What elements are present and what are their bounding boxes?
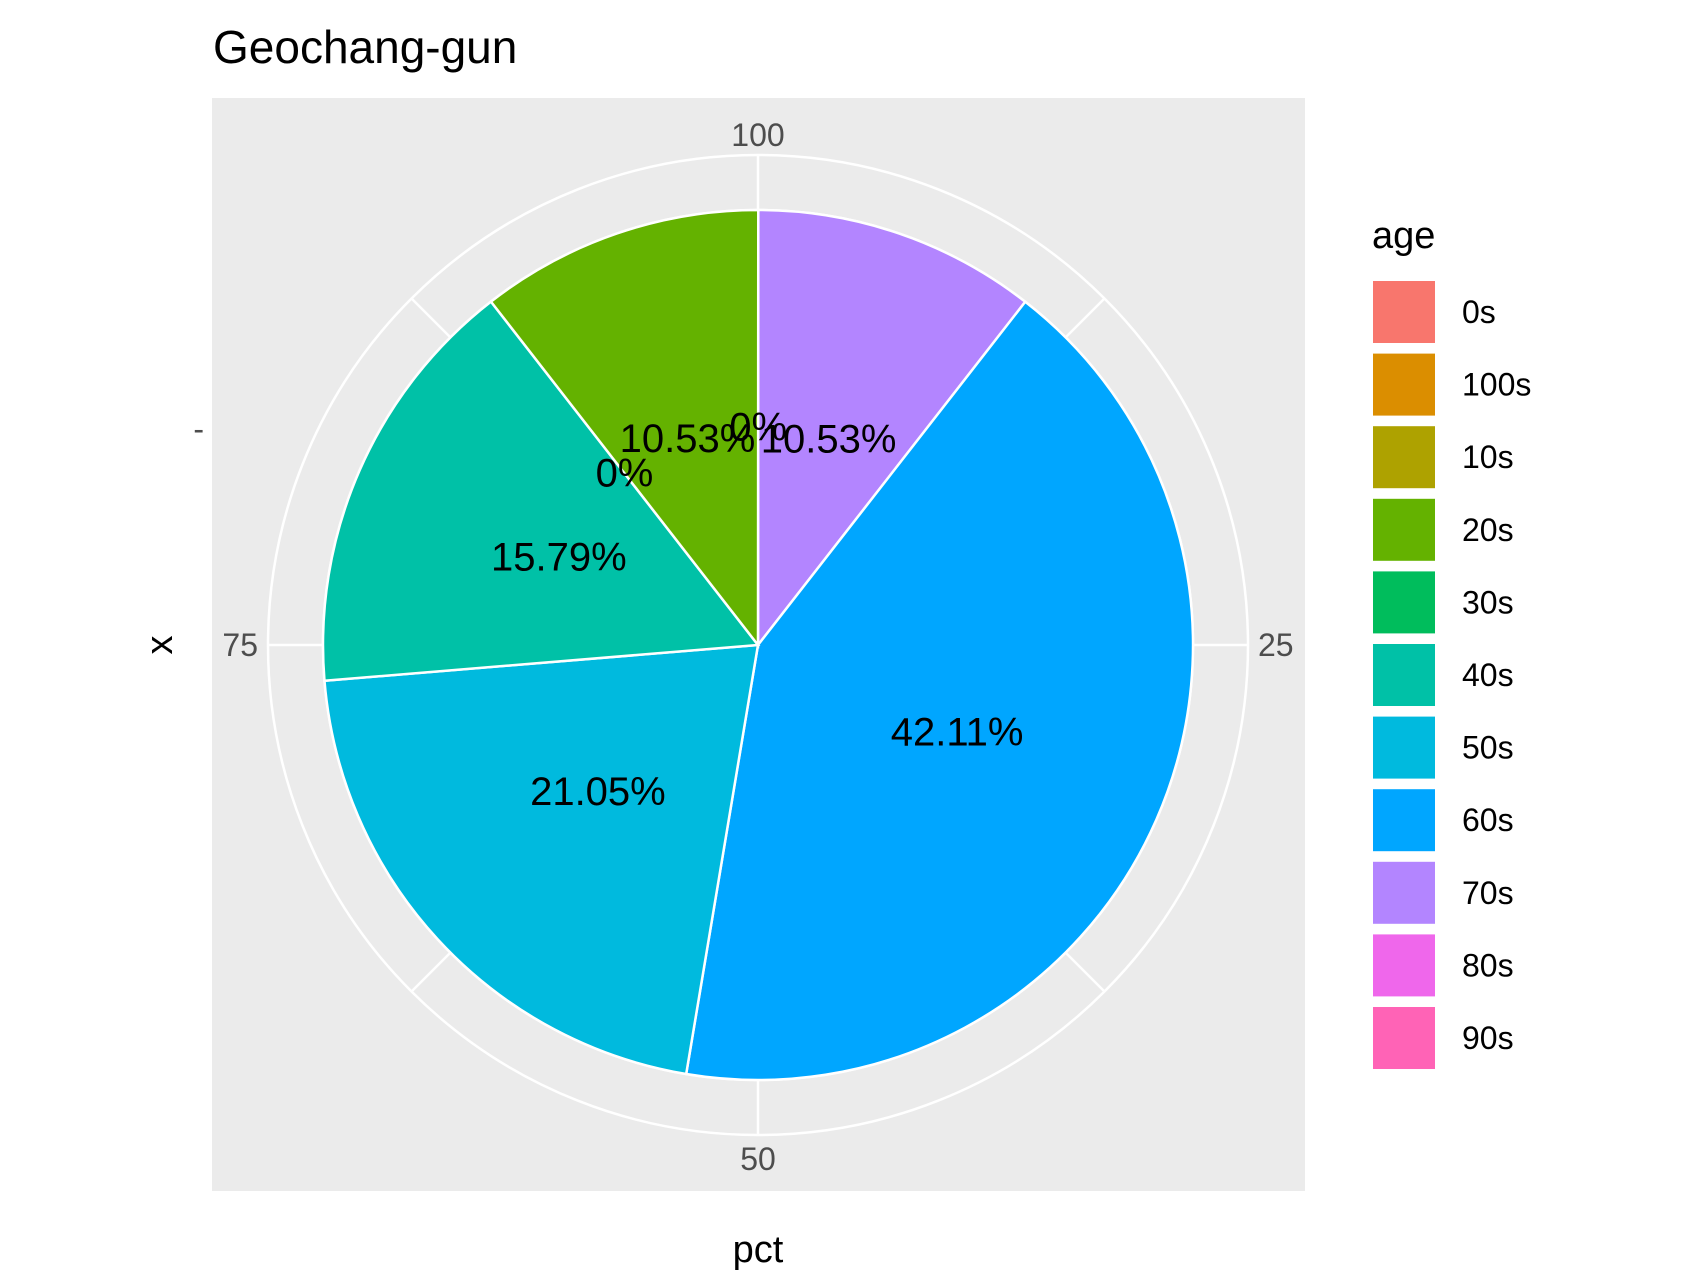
legend-label-0s: 0s [1462, 294, 1496, 330]
legend-label-80s: 80s [1462, 947, 1514, 983]
y-tick-label: - [193, 411, 204, 447]
legend-label-70s: 70s [1462, 875, 1514, 911]
legend-swatch-50s [1371, 714, 1437, 781]
pie-slice-50s [323, 643, 760, 1076]
legend-swatch-0s [1371, 279, 1437, 345]
grid-spoke [410, 951, 452, 993]
pie-slice-40s [321, 299, 761, 683]
grid-spoke [1064, 951, 1106, 993]
pie-slice-60s [684, 300, 1195, 1082]
legend-label-100s: 100s [1462, 367, 1531, 403]
slice-labels: 10.53%42.11%21.05%15.79%0%10.53%0% [491, 406, 1023, 815]
legend-label-90s: 90s [1462, 1020, 1514, 1056]
grid-spoke [1064, 297, 1106, 339]
angle-ticks: 100 25 50 75 [222, 117, 1293, 1177]
legend-label-40s: 40s [1462, 657, 1514, 693]
slice-label-50s: 21.05% [530, 770, 666, 814]
legend-swatch-20s [1371, 496, 1437, 563]
legend-label-50s: 50s [1462, 730, 1514, 766]
legend-swatch-40s [1371, 642, 1437, 708]
y-axis-title: x [139, 636, 181, 655]
legend: 0s 100s 10s 20s 30s 40s 50s 60s 70s 80s 90s [1371, 279, 1531, 1071]
legend-label-10s: 10s [1462, 439, 1514, 475]
legend-swatch-10s [1371, 424, 1437, 491]
legend-swatch-70s [1371, 859, 1437, 926]
slice-label-70s: 10.53% [761, 417, 897, 461]
legend-label-30s: 30s [1462, 584, 1514, 620]
pie-slices [321, 208, 1195, 1082]
x-axis-title: pct [733, 1229, 784, 1271]
slice-label-20s: 10.53% [620, 417, 756, 461]
legend-label-60s: 60s [1462, 802, 1514, 838]
slice-label-10s: 0% [729, 406, 787, 450]
chart-title: Geochang-gun [213, 21, 517, 73]
slice-label-60s: 42.11% [891, 710, 1024, 754]
angle-tick-label: 50 [740, 1141, 776, 1177]
legend-swatch-80s [1371, 932, 1437, 999]
pie-slice-20s [489, 208, 760, 649]
legend-swatch-90s [1371, 1005, 1437, 1071]
pie-slice-70s [756, 208, 1028, 649]
angle-tick-label: 25 [1258, 627, 1294, 663]
slice-label-40s: 15.79% [491, 536, 627, 580]
slice-label-30s: 0% [596, 451, 654, 495]
legend-swatch-30s [1371, 569, 1437, 636]
legend-swatch-60s [1371, 787, 1437, 854]
angle-tick-label: 100 [731, 117, 784, 153]
grid-spoke [410, 297, 452, 339]
legend-label-20s: 20s [1462, 512, 1514, 548]
legend-swatch-100s [1371, 351, 1437, 418]
legend-title: age [1372, 215, 1435, 257]
angle-tick-label: 75 [222, 627, 258, 663]
